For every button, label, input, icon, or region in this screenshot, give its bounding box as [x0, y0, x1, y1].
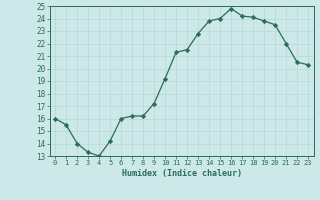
- X-axis label: Humidex (Indice chaleur): Humidex (Indice chaleur): [122, 169, 242, 178]
